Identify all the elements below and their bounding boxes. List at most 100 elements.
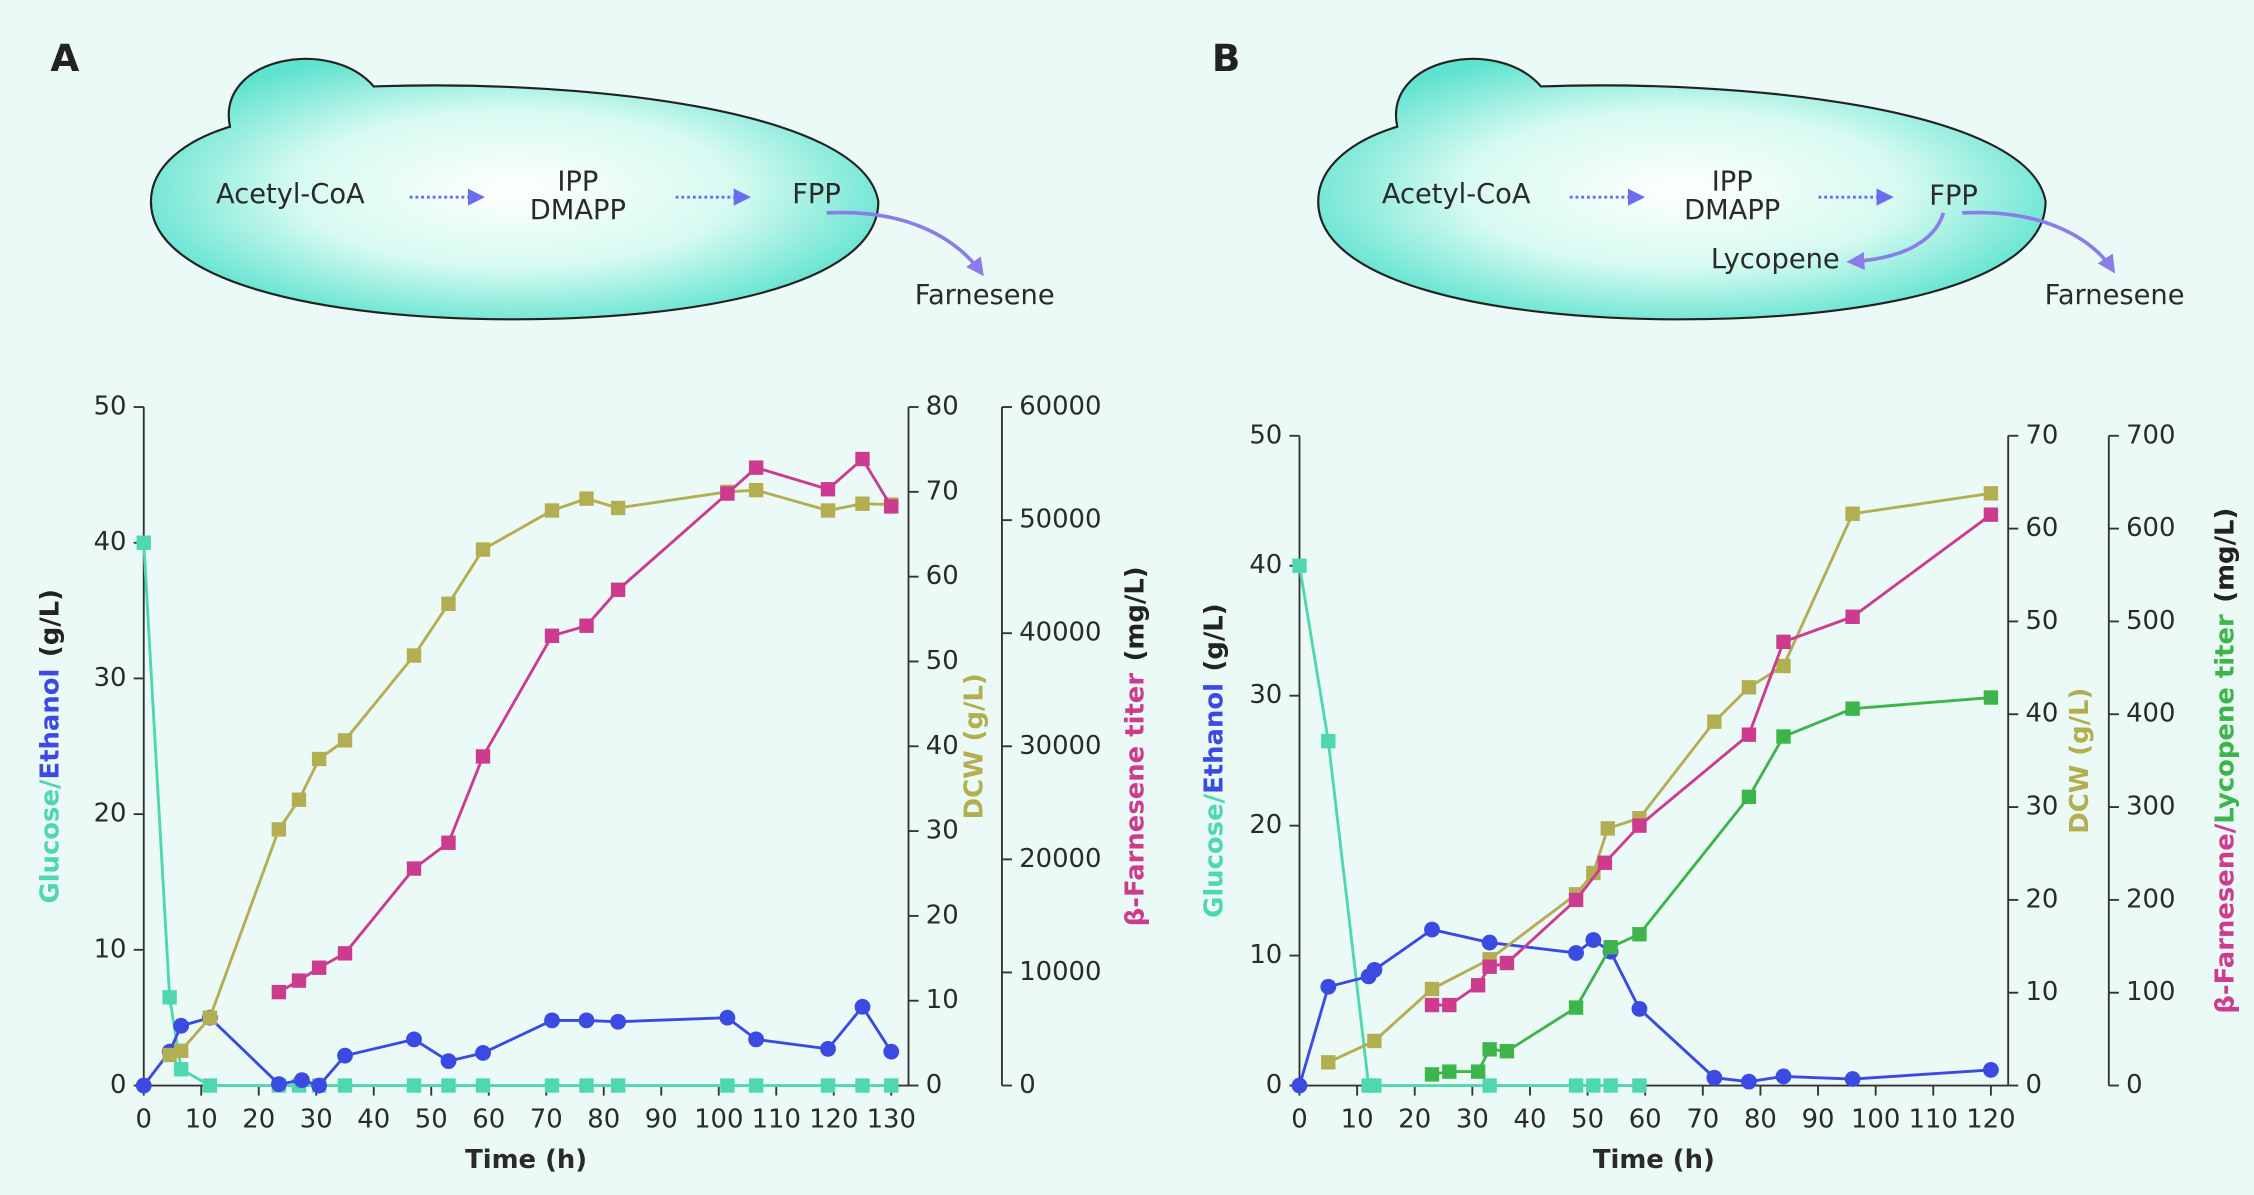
y2-axis-title: DCW (g/L) [2065,688,2095,834]
marker [610,1013,627,1030]
panel-label: A [50,36,79,80]
marker [1776,658,1791,674]
y2-tick-label: 0 [926,1070,942,1100]
y-tick-label: 0 [1266,1070,1282,1100]
y3-tick-label: 0 [1019,1070,1035,1100]
y-tick-label: 10 [1249,940,1282,970]
marker [1568,1078,1584,1093]
marker [337,1047,353,1064]
marker [1845,506,1860,521]
node: Farnesene [2045,280,2185,311]
x-tick-label: 110 [752,1105,801,1135]
marker [544,1078,560,1093]
y2-tick-label: 80 [926,392,959,422]
x-tick-label: 0 [1291,1105,1307,1135]
marker [1568,1000,1584,1015]
x-tick-label: 60 [472,1105,505,1135]
marker [748,1078,764,1093]
x-tick-label: 90 [1802,1105,1835,1135]
marker [441,835,456,850]
marker [1321,733,1336,749]
axis-title-part: Ethanol [1199,683,1229,794]
marker [748,460,764,475]
marker [1424,1067,1440,1082]
y2-tick-label: 70 [926,476,959,506]
x-tick-label: 130 [867,1105,916,1135]
y2-tick-label: 0 [2025,1070,2041,1100]
y2-tick-label: 20 [2025,884,2058,914]
y3-tick-label: 20000 [1019,844,1101,874]
y3-tick-label: 100 [2126,977,2175,1007]
marker [1983,507,1999,522]
y2-tick-label: 50 [926,646,959,676]
marker [1632,927,1647,942]
x-tick-label: 90 [645,1105,678,1135]
panel-label: B [1212,36,1240,80]
series-line [142,542,892,1087]
marker [610,500,626,516]
axis-title-part: β-Farnesene [2210,833,2240,1013]
marker [1632,1078,1647,1093]
marker [440,1053,457,1070]
marker [291,792,307,807]
series-line [1298,565,1640,1087]
marker [855,1078,870,1093]
marker [1291,1077,1308,1094]
marker [337,1078,353,1093]
y-tick-label: 40 [94,527,127,557]
x-tick-label: 50 [415,1105,448,1135]
series-line [142,1004,893,1088]
y3-tick-label: 40000 [1019,618,1101,648]
marker [1482,959,1497,974]
marker [1568,945,1584,961]
node: FPP [1929,181,1978,212]
marker [544,1012,560,1029]
x-axis-title: Time (h) [465,1145,587,1175]
marker [855,496,870,511]
axis-title-part: DCW (g/L) [959,673,989,819]
x-tick-label: 20 [242,1105,275,1135]
x-tick-label: 70 [530,1105,563,1135]
marker [1424,921,1440,938]
marker [1481,934,1498,951]
series-line [1432,513,1992,1007]
marker [162,990,177,1005]
y3-tick-label: 500 [2126,606,2175,636]
marker [1499,1043,1515,1059]
axis-title-part: (g/L) [35,589,65,657]
y-tick-label: 50 [94,392,127,422]
x-tick-label: 60 [1629,1105,1662,1135]
marker [1983,486,1999,501]
marker [579,618,594,633]
cell [149,57,880,321]
y-tick-label: 30 [94,663,127,693]
y2-tick-label: 10 [926,985,959,1015]
y-tick-label: 50 [1249,420,1282,450]
marker [173,1062,189,1077]
arrow [1962,210,2116,274]
y2-axis-title: DCW (g/L) [959,673,989,819]
marker [441,1078,456,1093]
marker [1366,961,1383,978]
y3-axis-title: β-Farnesene titer (mg/L) [1120,566,1150,926]
marker [1845,609,1860,624]
y3-tick-label: 200 [2126,884,2175,914]
marker [1741,789,1757,805]
marker [1597,855,1613,870]
marker [1706,1069,1723,1086]
marker [1741,1073,1757,1090]
node: DMAPP [1684,195,1780,226]
y-tick-label: 0 [110,1070,126,1100]
axis-title-part: β-Farnesene titer [1120,673,1150,927]
y-tick-label: 20 [94,799,127,829]
y2-tick-label: 50 [2025,606,2058,636]
y2-tick-label: 40 [926,731,959,761]
node: IPP [1712,166,1753,197]
marker [1603,940,1618,955]
marker [1470,1064,1486,1079]
x-tick-label: 70 [1686,1105,1719,1135]
marker [1482,1078,1497,1093]
marker [578,1012,595,1029]
marker [173,1017,190,1034]
x-tick-label: 40 [357,1105,390,1135]
